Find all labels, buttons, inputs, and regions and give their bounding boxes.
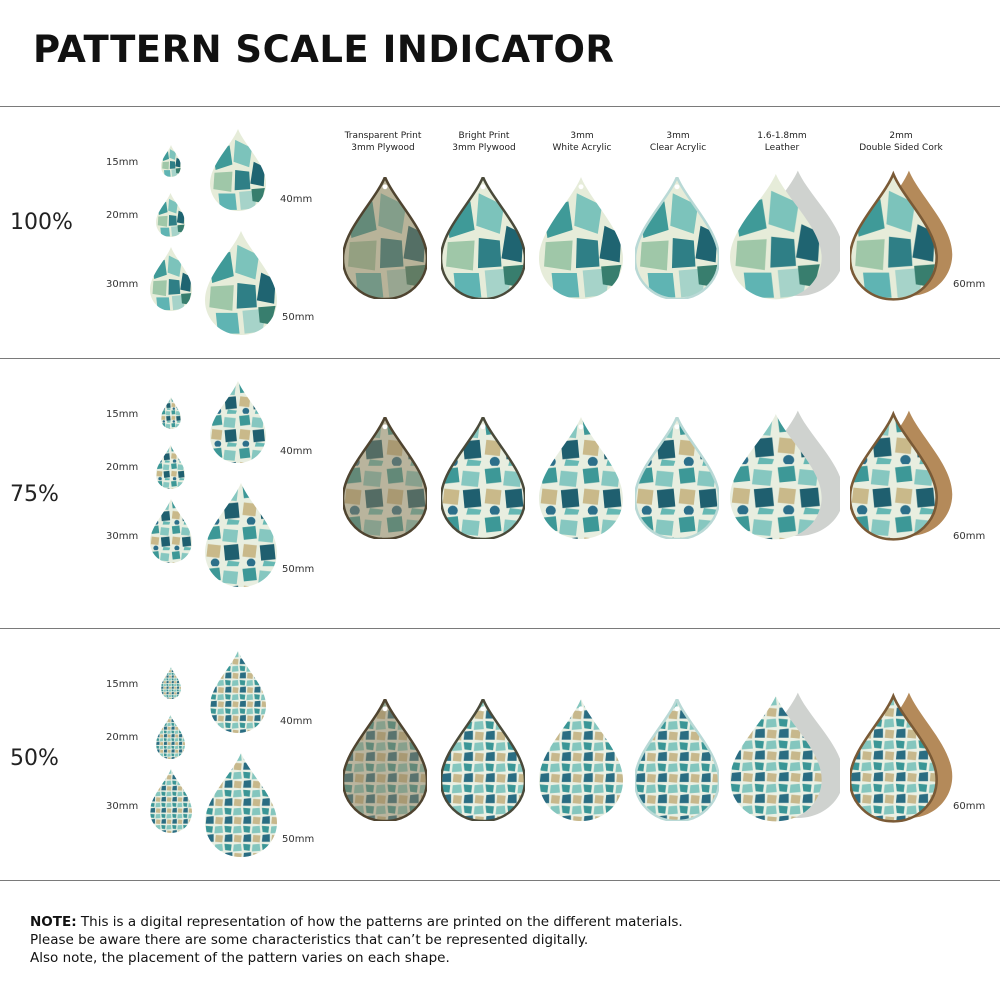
divider <box>0 880 1000 881</box>
note-label: NOTE: <box>30 914 77 930</box>
sample-clear-acrylic <box>635 699 719 821</box>
drop-30mm <box>150 769 192 833</box>
drop-20mm <box>156 715 185 759</box>
size-label-60mm: 60mm <box>953 801 986 812</box>
drop-20mm <box>156 193 185 237</box>
size-label-30mm: 30mm <box>106 801 139 812</box>
material-header-white-acrylic: 3mm White Acrylic <box>552 131 612 153</box>
drop-50mm <box>205 231 277 335</box>
size-label-30mm: 30mm <box>106 279 139 290</box>
size-label-40mm: 40mm <box>280 446 313 457</box>
sample-clear-acrylic <box>635 177 719 299</box>
sample-transparent-plywood <box>343 417 427 539</box>
drop-40mm <box>210 381 266 463</box>
sample-leather <box>730 692 840 822</box>
size-label-60mm: 60mm <box>953 279 986 290</box>
size-label-15mm: 15mm <box>106 679 139 690</box>
sample-leather <box>730 170 840 300</box>
drop-20mm <box>156 445 185 489</box>
size-label-50mm: 50mm <box>282 834 315 845</box>
sample-cork <box>850 692 953 823</box>
divider <box>0 358 1000 359</box>
sample-transparent-plywood <box>343 177 427 299</box>
drop-50mm <box>205 753 277 857</box>
size-label-40mm: 40mm <box>280 716 313 727</box>
size-label-15mm: 15mm <box>106 409 139 420</box>
size-label-20mm: 20mm <box>106 732 139 743</box>
drop-40mm <box>210 651 266 733</box>
sample-leather <box>730 410 840 540</box>
size-label-30mm: 30mm <box>106 531 139 542</box>
drop-15mm <box>161 145 181 177</box>
sample-white-acrylic <box>539 699 623 821</box>
material-header-cork: 2mm Double Sided Cork <box>859 131 943 153</box>
scale-label: 50% <box>10 746 59 771</box>
sample-white-acrylic <box>539 417 623 539</box>
drop-30mm <box>150 499 192 563</box>
size-label-50mm: 50mm <box>282 564 315 575</box>
size-label-50mm: 50mm <box>282 312 315 323</box>
material-header-bright-plywood: Bright Print 3mm Plywood <box>452 131 516 153</box>
sample-cork <box>850 170 953 301</box>
sample-bright-plywood <box>441 699 525 821</box>
sample-white-acrylic <box>539 177 623 299</box>
size-label-40mm: 40mm <box>280 194 313 205</box>
size-label-20mm: 20mm <box>106 210 139 221</box>
size-label-60mm: 60mm <box>953 531 986 542</box>
sample-cork <box>850 410 953 541</box>
sample-transparent-plywood <box>343 699 427 821</box>
drop-30mm <box>150 247 192 311</box>
material-header-leather: 1.6-1.8mm Leather <box>757 131 807 153</box>
scale-label: 100% <box>10 210 73 235</box>
drop-15mm <box>161 397 181 429</box>
divider <box>0 106 1000 107</box>
page-title: PATTERN SCALE INDICATOR <box>33 28 615 71</box>
sample-bright-plywood <box>441 177 525 299</box>
drop-50mm <box>205 483 277 587</box>
drop-15mm <box>161 667 181 699</box>
sample-clear-acrylic <box>635 417 719 539</box>
note-text: NOTE: This is a digital representation o… <box>30 914 683 966</box>
size-label-20mm: 20mm <box>106 462 139 473</box>
material-header-clear-acrylic: 3mm Clear Acrylic <box>649 131 707 153</box>
size-label-15mm: 15mm <box>106 157 139 168</box>
scale-label: 75% <box>10 482 59 507</box>
drop-40mm <box>210 129 266 211</box>
sample-bright-plywood <box>441 417 525 539</box>
divider <box>0 628 1000 629</box>
material-header-transparent-plywood: Transparent Print 3mm Plywood <box>344 131 422 153</box>
